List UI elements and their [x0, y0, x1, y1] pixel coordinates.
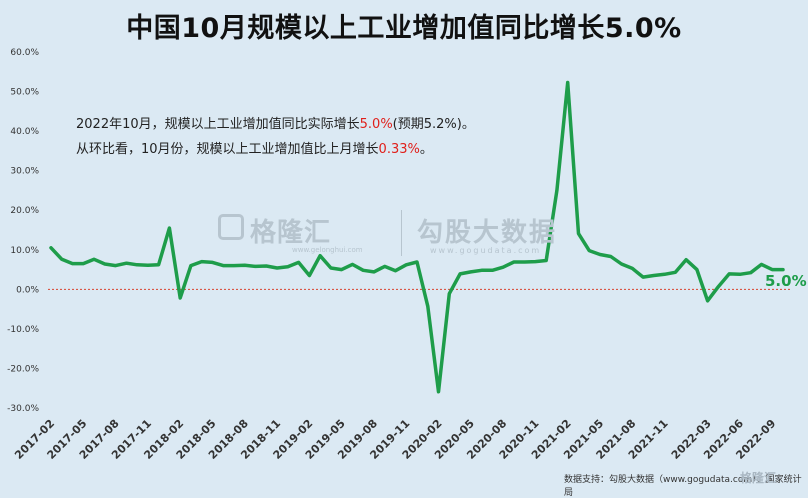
end-value-label: 5.0%	[765, 272, 807, 290]
watermark-logo-icon	[218, 214, 244, 240]
annotation-line2-suffix: 。	[419, 142, 433, 157]
y-tick-label: 10.0%	[10, 246, 39, 256]
series-line	[49, 80, 785, 394]
y-tick-label: 30.0%	[10, 167, 39, 177]
y-tick-label: -20.0%	[7, 364, 39, 374]
y-axis: -30.0% -20.0% -10.0% 0.0% 10.0% 20.0% 30.0% 40.…	[7, 48, 39, 414]
plot-area	[49, 80, 785, 394]
corner-watermark: 格隆汇	[740, 471, 777, 485]
annotation-line1-prefix: 2022年10月，规模以上工业增加值同比实际增长	[76, 117, 360, 132]
annotation-line1-suffix: (预期5.2%)。	[392, 117, 475, 132]
annotation-line1: 2022年10月，规模以上工业增加值同比实际增长5.0%(预期5.2%)。	[76, 113, 475, 132]
y-tick-label: 20.0%	[10, 206, 39, 216]
watermark-divider	[401, 210, 402, 256]
watermark-brand: 格隆汇	[250, 218, 332, 248]
watermark-brand-url: www.gelonghui.com	[292, 246, 363, 254]
chart-title: 中国10月规模以上工业增加值同比增长5.0%	[126, 13, 682, 44]
watermark-brand2: 勾股大数据	[417, 218, 558, 248]
watermark-brand2-url: www.gogudata.com	[430, 246, 542, 255]
y-tick-label: -10.0%	[7, 325, 39, 335]
annotation-line2: 从环比看，10月份，规模以上工业增加值比上月增长0.33%。	[76, 138, 433, 157]
annotation-line2-prefix: 从环比看，10月份，规模以上工业增加值比上月增长	[76, 142, 379, 157]
annotation-line1-value: 5.0%	[359, 117, 393, 132]
annotation-line2-value: 0.33%	[378, 142, 420, 157]
y-tick-label: 60.0%	[10, 48, 39, 58]
x-axis: 2017-022017-052017-082017-112018-022018-…	[12, 417, 778, 462]
y-tick-label: -30.0%	[7, 404, 39, 414]
y-tick-label: 40.0%	[10, 127, 39, 137]
y-tick-label: 0.0%	[16, 285, 39, 295]
y-tick-label: 50.0%	[10, 88, 39, 98]
